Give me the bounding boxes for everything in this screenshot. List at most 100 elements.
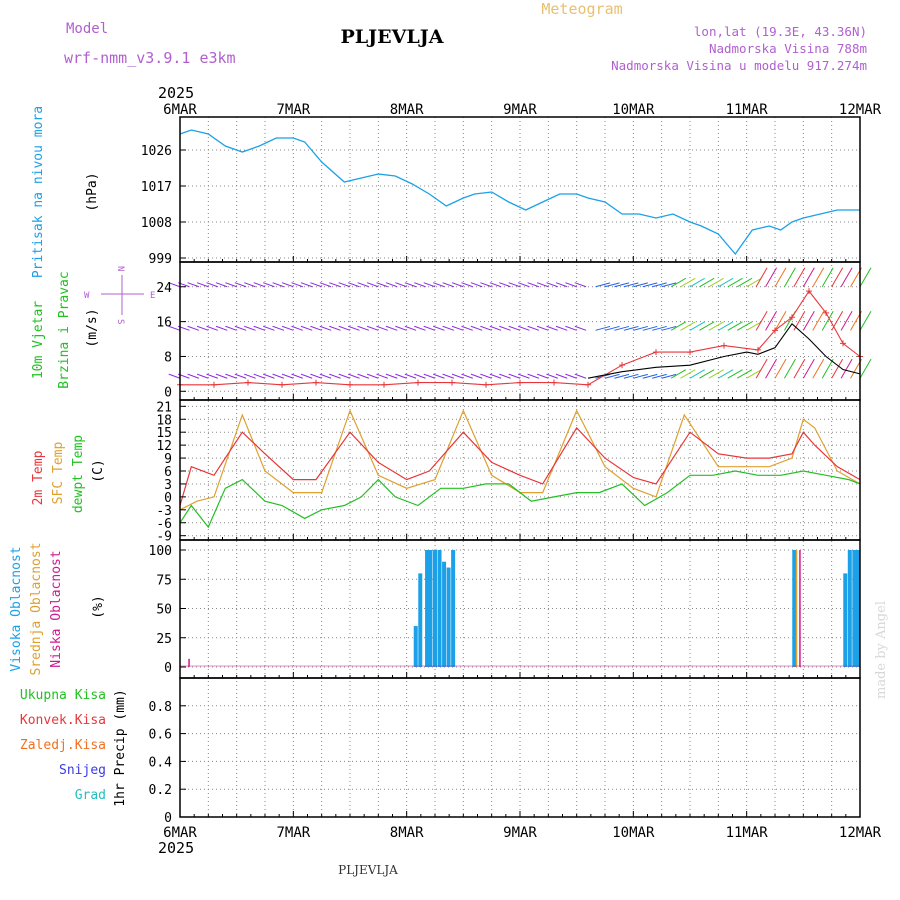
svg-text:W: W (84, 291, 90, 301)
wind-arrow (451, 325, 464, 331)
temperature-ytick-label: 21 (156, 400, 172, 415)
xlabel-bottom: 11MAR (726, 825, 769, 841)
wind-arrow (699, 369, 715, 379)
wind-arrow (329, 325, 341, 331)
temperature-ytick-label: -6 (156, 517, 172, 532)
wind-arrow (708, 369, 724, 379)
wind-arrow (310, 282, 322, 288)
wind-arrow (595, 282, 611, 288)
wind-arrow (395, 325, 407, 331)
wind-gust-marker (653, 349, 659, 356)
wind-arrow (215, 282, 228, 288)
wind-arrow (821, 311, 834, 331)
pressure-ytick-label: 1008 (141, 216, 172, 231)
wind-arrow (633, 325, 648, 331)
wind-arrow (244, 373, 256, 379)
wind-arrow (300, 282, 313, 288)
model-elevation-label: Nadmorska Visina u modelu 917.274m (611, 58, 867, 73)
pressure-line (179, 129, 860, 256)
wind-arrow (727, 277, 743, 288)
wind-arrow (187, 325, 200, 331)
wind-arrow (670, 369, 687, 379)
wind-arrow (755, 267, 768, 288)
wind-arrow (536, 373, 549, 379)
clouds-ytick-label: 100 (149, 544, 172, 559)
clouds-ytick-label: 25 (156, 632, 172, 647)
wind-gust-marker (211, 381, 217, 388)
t2m-line (179, 426, 861, 506)
wind-arrow (225, 325, 237, 331)
wind-arrow (206, 282, 218, 288)
wind-arrow (812, 267, 825, 288)
pressure-ytick-label: 1017 (141, 180, 172, 195)
wind-arrow (168, 373, 181, 379)
wind-arrow (859, 311, 872, 331)
temperature-ytick-label: 6 (164, 465, 172, 480)
wind-gust-marker (551, 379, 557, 386)
temperature-ytick-label: -9 (156, 530, 172, 545)
wind-arrow (802, 311, 815, 331)
cloud-bar (428, 550, 433, 667)
wind-arrow (802, 358, 815, 379)
precip-ytick-label: 0.8 (149, 700, 172, 715)
wind-ylabel: 10m Vjetar Brzina i Pravac (m/s) (31, 271, 100, 388)
wind-arrow (300, 325, 313, 331)
wind-gust-marker (415, 379, 421, 386)
wind-gust-marker (517, 379, 523, 386)
precip-ytick-label: 0 (164, 811, 172, 826)
wind-arrow (480, 373, 492, 379)
wind-arrow (670, 277, 687, 288)
wind-arrow (215, 373, 228, 379)
wind-arrow (404, 282, 417, 288)
wind-arrow (517, 282, 530, 288)
wind-arrow (765, 358, 777, 379)
wind-arrow (461, 373, 473, 379)
svg-text:Niska Oblacnost: Niska Oblacnost (49, 550, 64, 667)
wind-arrow (187, 373, 200, 379)
wind-gust-marker (381, 381, 387, 388)
wind-arrow (499, 373, 511, 379)
wind-arrow (272, 282, 285, 288)
wind-arrow (262, 325, 275, 331)
wind-arrow (272, 373, 285, 379)
wind-arrow (642, 373, 658, 379)
wind-arrow (272, 325, 285, 331)
wind-arrow (736, 369, 753, 379)
wind-arrow (347, 282, 360, 288)
wind-arrow (470, 282, 483, 288)
wind-arrow (262, 282, 275, 288)
wind-arrow (536, 282, 549, 288)
wind-arrow (196, 325, 209, 331)
wind-arrow (225, 282, 237, 288)
wind-arrow (423, 325, 436, 331)
wind-arrow (366, 325, 379, 331)
wind-arrow (831, 311, 844, 331)
svg-text:E: E (150, 291, 155, 301)
wind-arrow (508, 325, 521, 331)
wind-arrow (508, 282, 521, 288)
wind-arrow (802, 267, 815, 288)
wind-arrow (206, 325, 218, 331)
wind-arrow (489, 282, 502, 288)
xlabel-bottom: 10MAR (612, 825, 655, 841)
wind-arrow (784, 267, 796, 288)
wind-arrow (574, 282, 587, 288)
clouds-ytick-label: 50 (156, 603, 172, 618)
wind-arrow (470, 373, 483, 379)
xlabel-top: 11MAR (726, 102, 769, 118)
cloud-bar (843, 573, 848, 667)
wind-arrow (376, 282, 388, 288)
wind-arrow (699, 321, 715, 331)
wind-arrow (395, 282, 407, 288)
wind-arrow (555, 325, 568, 331)
wind-arrow (774, 267, 787, 288)
wind-arrow (234, 373, 247, 379)
svg-text:Zaledj.Kisa: Zaledj.Kisa (20, 738, 106, 753)
wind-arrow (489, 373, 502, 379)
wind-arrow (595, 325, 611, 331)
product-title: Meteogram (541, 0, 622, 18)
temperature-ytick-label: 18 (156, 413, 172, 428)
wind-arrow (432, 325, 445, 331)
wind-arrow (680, 369, 696, 379)
station-title: PLJEVLJA (341, 26, 444, 48)
